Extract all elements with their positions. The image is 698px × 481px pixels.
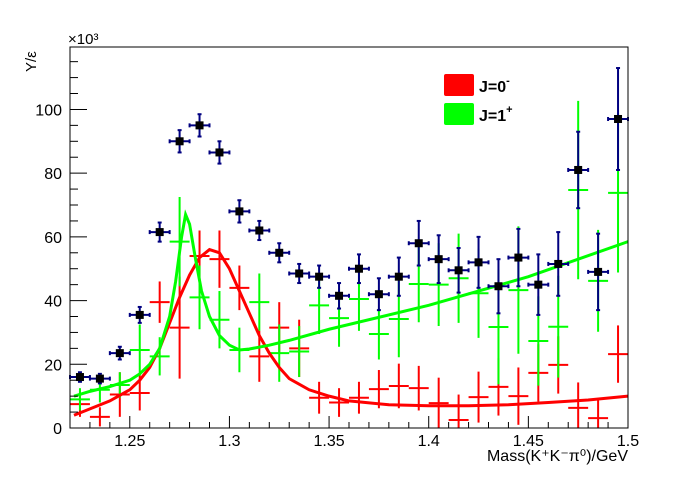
legend-swatch-j0	[444, 74, 474, 96]
data-point-marker	[315, 272, 324, 281]
data-point-marker	[155, 228, 164, 237]
data-point-marker	[335, 291, 344, 300]
plot-frame	[69, 46, 629, 429]
x-tick-label: 1.35	[314, 433, 345, 450]
data-point-marker	[454, 266, 463, 275]
data-point-marker	[374, 290, 383, 299]
data-point-marker	[434, 255, 443, 264]
series-j1	[70, 100, 628, 411]
legend: J=0- J=1+	[444, 74, 513, 125]
y-tick-label: 20	[44, 357, 62, 374]
data-point-marker	[574, 165, 583, 174]
axes: 0 20 40 60 80 100 1.25 1.3 1.35 1.4 1.45 1.5	[35, 61, 639, 450]
legend-swatch-j1	[444, 103, 474, 125]
data-point-marker	[95, 374, 104, 383]
series-j0	[70, 230, 628, 428]
data-point-marker	[235, 207, 244, 216]
data-point-marker	[295, 269, 304, 278]
legend-label-j0: J=0-	[479, 75, 510, 96]
data-point-marker	[554, 259, 563, 268]
x-tick-label: 1.5	[617, 433, 639, 450]
y-axis-label: Y/ε	[23, 51, 40, 72]
chart-marks	[69, 67, 629, 428]
data-point-marker	[75, 373, 84, 382]
data-point-marker	[115, 349, 124, 358]
x-tick-label: 1.4	[418, 433, 440, 450]
legend-label-j1: J=1+	[479, 104, 513, 125]
data-point-marker	[275, 248, 284, 257]
data-point-marker	[614, 114, 623, 123]
data-point-marker	[394, 272, 403, 281]
series-total	[69, 67, 629, 385]
x-tick-label: 1.25	[114, 433, 145, 450]
x-tick-label: 1.3	[218, 433, 240, 450]
data-point-marker	[494, 282, 503, 291]
x-tick-label: 1.45	[513, 433, 544, 450]
data-point-marker	[534, 280, 543, 289]
y-tick-label: 60	[44, 230, 62, 247]
fit-curve-j0	[73, 247, 629, 417]
data-point-marker	[175, 137, 184, 146]
data-point-marker	[215, 148, 224, 157]
data-point-marker	[514, 253, 523, 262]
data-point-marker	[135, 310, 144, 319]
x-axis-label: Mass(K⁺K⁻π⁰)/GeV	[487, 448, 628, 465]
data-point-marker	[474, 258, 483, 267]
y-tick-label: 40	[44, 294, 62, 311]
y-multiplier: ×10³	[68, 31, 98, 48]
data-point-marker	[255, 226, 264, 235]
data-point-marker	[354, 264, 363, 273]
fit-curve-j1	[73, 209, 629, 398]
data-point-marker	[414, 239, 423, 248]
data-point-marker	[195, 121, 204, 130]
y-tick-label: 80	[44, 166, 62, 183]
y-tick-label: 0	[53, 421, 62, 438]
y-tick-label: 100	[35, 102, 62, 119]
data-point-marker	[594, 267, 603, 276]
